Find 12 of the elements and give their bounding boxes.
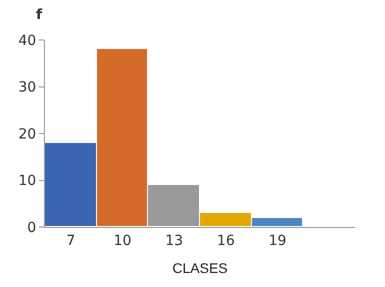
x-tick-label: 13	[165, 232, 184, 249]
x-tick-label: 16	[216, 232, 235, 249]
x-tick-label: 19	[268, 232, 286, 249]
y-tick-label: 40	[18, 32, 36, 49]
y-tick-label: 20	[18, 126, 36, 142]
x-tick-label: 10	[114, 232, 132, 249]
y-tick-label: 10	[18, 173, 36, 190]
y-axis-title: f	[36, 7, 43, 23]
x-axis-title: CLASES	[172, 260, 228, 276]
y-tick-label: 0	[27, 220, 36, 236]
y-tick-label: 30	[18, 80, 36, 96]
x-tick-label: 7	[66, 232, 76, 249]
